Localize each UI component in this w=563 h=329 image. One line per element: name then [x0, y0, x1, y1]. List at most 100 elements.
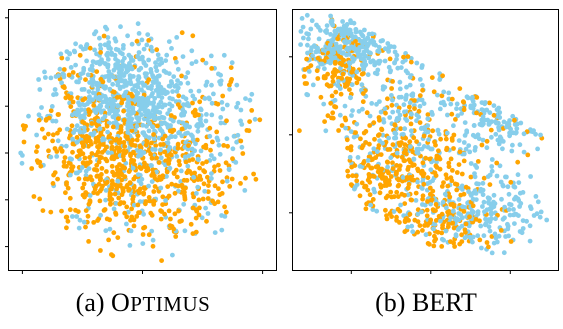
scatter-point: [48, 209, 54, 215]
scatter-point: [142, 164, 147, 169]
scatter-point: [464, 129, 470, 135]
scatter-point: [402, 147, 408, 153]
scatter-point: [189, 61, 195, 66]
scatter-point: [419, 65, 425, 70]
scatter-point: [454, 187, 460, 193]
scatter-point: [114, 125, 120, 130]
scatter-point: [407, 82, 413, 88]
scatter-point: [181, 201, 187, 207]
scatter-point: [456, 138, 462, 144]
scatter-point: [82, 128, 87, 134]
scatter-point: [136, 102, 142, 108]
scatter-point: [158, 147, 163, 153]
scatter-point: [298, 42, 303, 47]
scatter-point: [118, 124, 124, 130]
scatter-point: [414, 139, 419, 145]
scatter-point: [146, 128, 152, 134]
scatter-point: [389, 86, 394, 91]
scatter-point: [87, 155, 92, 160]
scatter-point: [328, 53, 334, 59]
scatter-point: [359, 180, 365, 186]
scatter-point: [179, 218, 184, 224]
scatter-point: [398, 126, 404, 132]
scatter-point: [528, 206, 534, 212]
scatter-point: [58, 51, 64, 57]
scatter-point: [166, 156, 172, 162]
scatter-point: [205, 196, 211, 201]
scatter-point: [343, 125, 348, 131]
scatter-point: [340, 19, 345, 24]
scatter-point: [198, 107, 204, 113]
scatter-point: [158, 216, 164, 222]
scatter-point: [65, 93, 71, 99]
scatter-point: [151, 132, 157, 137]
scatter-point: [376, 44, 382, 50]
scatter-point: [104, 169, 109, 174]
scatter-point: [184, 122, 190, 128]
scatter-point: [338, 65, 343, 71]
scatter-point: [305, 42, 310, 48]
scatter-point: [210, 139, 215, 145]
scatter-point: [318, 94, 324, 100]
scatter-point: [461, 209, 467, 214]
scatter-point: [208, 147, 213, 153]
scatter-point: [444, 130, 450, 136]
scatter-point: [345, 168, 350, 174]
scatter-point: [89, 177, 95, 183]
scatter-point: [224, 118, 229, 124]
scatter-point: [78, 115, 83, 120]
scatter-point: [349, 113, 354, 118]
scatter-point: [363, 140, 369, 145]
scatter-point: [46, 131, 51, 137]
scatter-point: [125, 33, 130, 39]
scatter-point: [175, 183, 181, 189]
scatter-point: [131, 194, 136, 200]
scatter-point: [367, 192, 373, 198]
scatter-point: [364, 48, 370, 53]
scatter-point: [111, 114, 117, 119]
scatter-point: [487, 228, 493, 234]
scatter-point: [146, 232, 152, 238]
scatter-point: [433, 236, 439, 242]
scatter-point: [105, 150, 111, 156]
scatter-point: [365, 162, 371, 168]
axis-ticks-optimus: [5, 17, 264, 274]
scatter-point: [508, 202, 514, 208]
scatter-point: [481, 175, 487, 181]
scatter-point: [239, 144, 245, 150]
scatter-point: [439, 230, 445, 236]
scatter-point: [239, 122, 245, 127]
caption-label-b: (b): [375, 288, 412, 317]
scatter-point: [104, 99, 109, 105]
scatter-point: [96, 181, 102, 187]
scatter-point: [140, 232, 146, 237]
scatter-point: [102, 42, 108, 48]
caption-name-bert: BERT: [411, 288, 477, 317]
scatter-point: [384, 159, 390, 165]
scatter-point: [118, 200, 124, 205]
scatter-point: [438, 136, 443, 142]
scatter-point: [448, 156, 454, 162]
scatter-point: [103, 228, 109, 234]
scatter-point: [407, 211, 413, 217]
scatter-point: [101, 84, 106, 90]
scatter-point: [460, 187, 465, 192]
scatter-point: [432, 221, 438, 227]
scatter-point: [391, 209, 397, 215]
scatter-point: [125, 108, 131, 113]
scatter-point: [175, 66, 181, 72]
scatter-point: [55, 130, 60, 136]
scatter-point: [348, 129, 354, 135]
scatter-point: [323, 28, 328, 34]
scatter-point: [48, 108, 54, 114]
scatter-point: [202, 96, 208, 101]
scatter-point: [112, 191, 118, 197]
scatter-point: [159, 128, 165, 134]
scatter-point: [63, 190, 68, 196]
scatter-point: [111, 206, 117, 212]
scatter-point: [59, 80, 64, 86]
scatter-point: [130, 93, 135, 99]
scatter-point: [171, 170, 177, 176]
scatter-point: [354, 80, 360, 86]
scatter-point: [141, 211, 147, 217]
